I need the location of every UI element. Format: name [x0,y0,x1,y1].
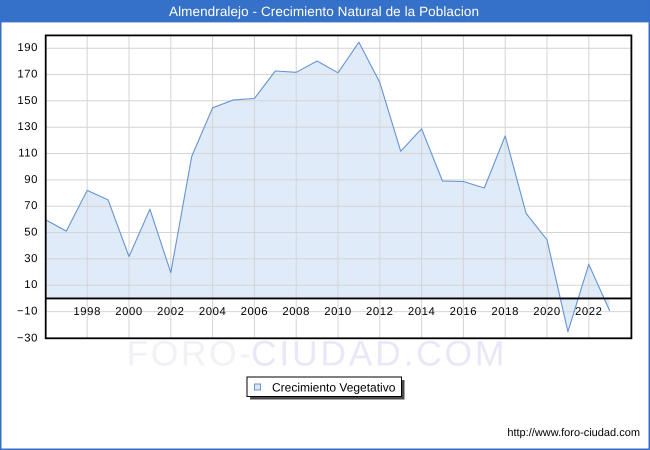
svg-text:FORO-: FORO- [127,333,252,373]
svg-text:−30: −30 [17,332,38,344]
svg-text:http://www.foro-ciudad.com: http://www.foro-ciudad.com [507,427,640,439]
svg-text:2014: 2014 [408,306,436,318]
svg-text:2022: 2022 [575,306,603,318]
svg-text:10: 10 [24,279,38,291]
svg-text:190: 190 [17,42,38,54]
svg-text:90: 90 [24,174,38,186]
svg-text:2018: 2018 [491,306,519,318]
svg-text:2002: 2002 [157,306,185,318]
svg-text:CIUDAD.COM: CIUDAD.COM [251,333,505,373]
svg-text:30: 30 [24,253,38,265]
svg-text:170: 170 [17,69,38,81]
svg-text:Crecimiento Vegetativo: Crecimiento Vegetativo [272,381,396,395]
svg-text:50: 50 [24,227,38,239]
svg-text:130: 130 [17,121,38,133]
svg-text:2000: 2000 [115,306,143,318]
svg-text:2012: 2012 [366,306,394,318]
svg-text:2006: 2006 [241,306,269,318]
svg-text:2010: 2010 [324,306,352,318]
svg-text:2016: 2016 [450,306,478,318]
svg-text:70: 70 [24,200,38,212]
svg-text:1998: 1998 [73,306,101,318]
svg-text:−10: −10 [17,306,38,318]
svg-text:2008: 2008 [282,306,310,318]
svg-text:150: 150 [17,95,38,107]
svg-text:2004: 2004 [199,306,227,318]
svg-text:110: 110 [18,148,38,160]
svg-text:2020: 2020 [533,306,561,318]
svg-text:Almendralejo - Crecimiento Nat: Almendralejo - Crecimiento Natural de la… [169,4,479,19]
